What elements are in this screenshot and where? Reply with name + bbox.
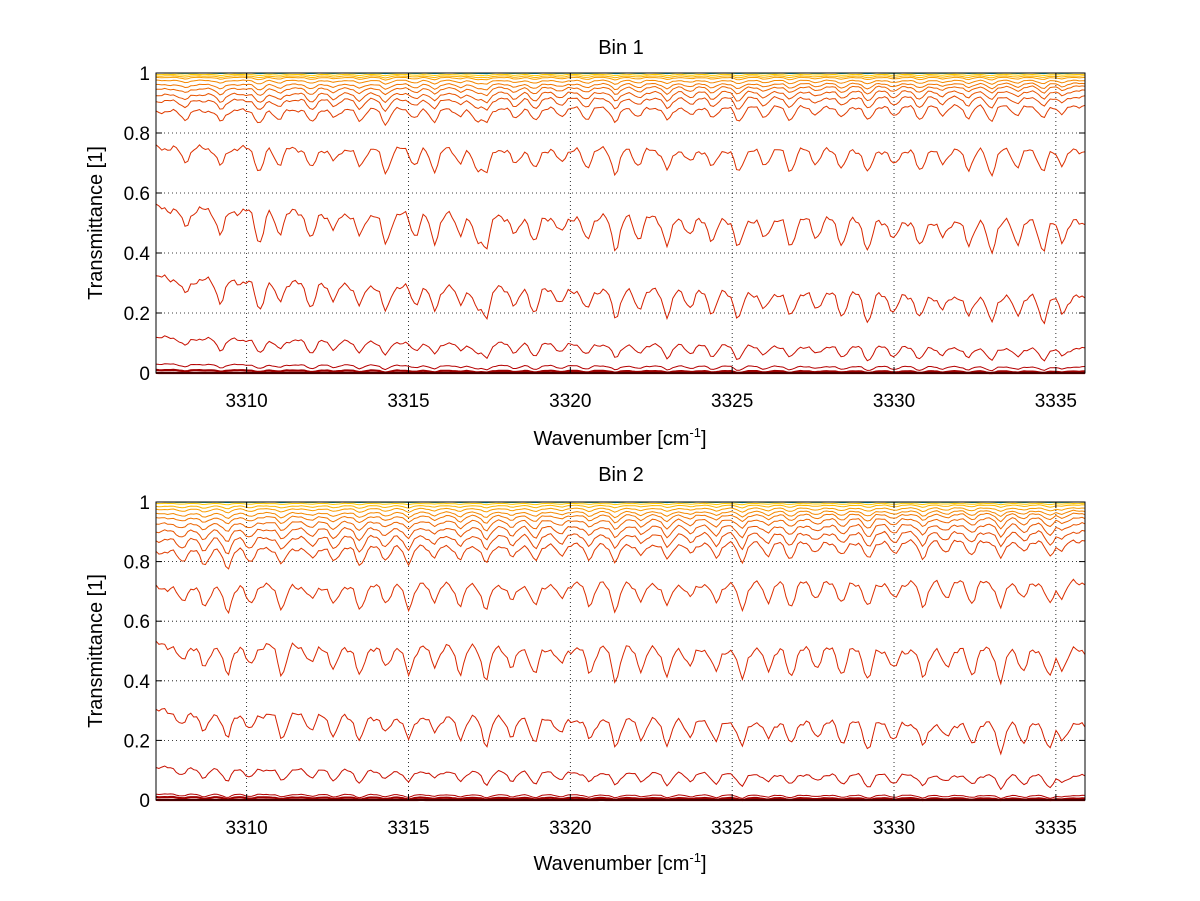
gridlines-bin-1: [156, 73, 1085, 373]
series-line: [155, 76, 1086, 81]
series-line: [155, 104, 1086, 127]
y-tick-label: 1: [139, 64, 150, 85]
y-ticks-bin-2: 0 0.2 0.4 0.6 0.8 1: [124, 493, 1085, 812]
y-tick-label: 1: [139, 493, 150, 514]
xlabel-bin-2-sup: -1: [689, 850, 701, 865]
y-tick-label: 0.2: [124, 731, 150, 752]
series-line: [155, 82, 1086, 91]
y-tick-label: 0.4: [124, 244, 151, 265]
xlabel-bin-2: Wavenumber [cm-1]: [533, 850, 706, 875]
axes-bin-2: [156, 502, 1085, 800]
series-line: [155, 79, 1085, 85]
title-bin-1: Bin 1: [598, 37, 644, 59]
axes-bin-1: [156, 73, 1085, 373]
xlabel-bin-2-end: ]: [701, 853, 707, 875]
x-ticks-bin-1: 3310 3315 3320 3325 3330 3335: [225, 73, 1077, 412]
series-line: [155, 516, 1086, 532]
x-tick-label: 3315: [387, 818, 429, 839]
x-tick-label: 3330: [873, 818, 915, 839]
series-line: [155, 85, 1086, 97]
y-tick-label: 0.6: [124, 612, 150, 633]
x-tick-label: 3330: [873, 391, 915, 412]
series-line: [155, 368, 1086, 375]
y-tick-label: 0: [139, 364, 150, 385]
x-tick-label: 3310: [225, 818, 267, 839]
series-line: [155, 512, 1086, 525]
axes-frame-bin-1: [155, 72, 1086, 374]
xlabel-bin-1-end: ]: [701, 428, 707, 450]
x-tick-label: 3310: [225, 391, 267, 412]
title-bin-2: Bin 2: [598, 464, 644, 486]
y-tick-label: 0.2: [124, 304, 150, 325]
series-line: [155, 203, 1086, 255]
panel-bin-2: Bin 2 3310 3315 3320 3325 3330 3335 0 0.2 0.4 0.…: [85, 464, 1086, 875]
y-tick-label: 0: [139, 791, 150, 812]
series-line: [155, 73, 1085, 77]
xlabel-bin-1-sup: -1: [689, 425, 701, 440]
x-tick-label: 3315: [387, 391, 429, 412]
series-line: [155, 529, 1086, 555]
xlabel-bin-1-main: Wavenumber [cm: [533, 428, 689, 450]
y-tick-label: 0.8: [124, 124, 150, 145]
series-line: [155, 507, 1086, 514]
x-tick-label: 3335: [1035, 391, 1077, 412]
series-line: [155, 144, 1086, 178]
series-line: [155, 538, 1086, 570]
series-line: [155, 509, 1086, 519]
series-line: [155, 274, 1086, 325]
y-ticks-bin-1: 0 0.2 0.4 0.6 0.8 1: [124, 64, 1085, 385]
x-tick-label: 3320: [549, 818, 591, 839]
y-tick-label: 0.4: [124, 672, 151, 693]
series-line: [155, 502, 1086, 506]
series-line: [155, 707, 1086, 756]
xlabel-bin-2-main: Wavenumber [cm: [533, 853, 689, 875]
series-line: [155, 578, 1086, 615]
xlabel-bin-1: Wavenumber [cm-1]: [533, 425, 706, 450]
ylabel-bin-2: Transmittance [1]: [85, 574, 107, 728]
series-line: [155, 504, 1086, 510]
series-line: [155, 522, 1086, 542]
series-line: [156, 89, 1086, 104]
series-line: [155, 793, 1086, 800]
y-tick-label: 0.6: [124, 184, 150, 205]
x-tick-label: 3335: [1035, 818, 1077, 839]
y-tick-label: 0.8: [124, 553, 150, 574]
series-line: [155, 640, 1086, 686]
panel-bin-1: Bin 1 3310 3315 3320 3325 3330 3335 0 0.2 0.4 0.…: [85, 37, 1086, 450]
x-tick-label: 3325: [711, 818, 753, 839]
series-line: [155, 363, 1086, 372]
series-line: [155, 765, 1086, 791]
gridlines-bin-2: [156, 502, 1085, 800]
series-line: [155, 795, 1086, 802]
series-line: [155, 335, 1086, 362]
x-tick-label: 3320: [549, 391, 591, 412]
series-lines-bin-1: [155, 72, 1086, 375]
axes-frame-bin-2: [155, 501, 1086, 801]
ylabel-bin-1: Transmittance [1]: [85, 146, 107, 300]
series-line: [155, 75, 1086, 79]
x-ticks-bin-2: 3310 3315 3320 3325 3330 3335: [225, 502, 1077, 839]
series-line: [155, 95, 1086, 113]
x-tick-label: 3325: [711, 391, 753, 412]
